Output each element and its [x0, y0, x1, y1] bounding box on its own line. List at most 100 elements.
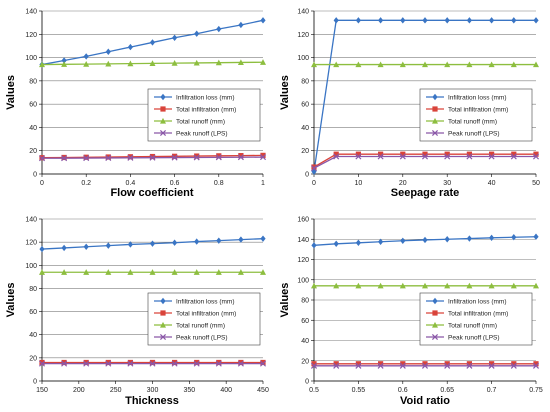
- x-tick-label: 0.6: [398, 387, 408, 394]
- data-point: [488, 282, 495, 289]
- data-point: [532, 153, 540, 160]
- legend-marker: [432, 297, 438, 305]
- data-point: [83, 243, 89, 250]
- data-point: [399, 362, 406, 369]
- legend-marker: [160, 106, 166, 112]
- legend-marker: [160, 321, 166, 328]
- data-point: [355, 17, 361, 24]
- data-point: [444, 236, 450, 243]
- data-point: [127, 359, 133, 366]
- legend-label: Total runoff (mm): [176, 118, 225, 125]
- data-point: [422, 17, 428, 24]
- data-point: [422, 61, 428, 68]
- data-point: [216, 153, 222, 159]
- data-point: [61, 155, 68, 162]
- data-point: [422, 361, 428, 367]
- data-point: [511, 361, 517, 367]
- x-axis-title: Void ratio: [400, 395, 450, 407]
- data-point: [149, 39, 156, 46]
- legend-label: Peak runoff (LPS): [448, 334, 500, 341]
- chart-panel-4: 0 20 40 60 80 100 120 140 160 0.5 0.55 0.6 0.65 0.7 0.…: [279, 217, 543, 408]
- data-point: [149, 153, 156, 160]
- data-point: [260, 152, 266, 158]
- legend-marker: [432, 117, 438, 124]
- data-point: [105, 154, 112, 161]
- data-point: [194, 30, 200, 37]
- data-point: [533, 17, 539, 24]
- data-point: [194, 359, 200, 366]
- chart-panel-1: 0 20 40 60 80 100 120 140 0 0.2 0.4 0.6 0.8 1 Flow coe…: [5, 9, 267, 199]
- data-point: [510, 153, 517, 160]
- data-point: [377, 362, 384, 369]
- legend-box: [419, 292, 533, 346]
- data-point: [355, 153, 362, 160]
- legend: Infiltration loss (mm) Total infiltration…: [147, 88, 261, 142]
- data-point: [83, 53, 89, 60]
- y-axis-title: Values: [5, 75, 17, 110]
- y-axis-title: Values: [279, 75, 291, 110]
- data-point: [105, 269, 112, 275]
- y-tick-label: 20: [29, 148, 37, 155]
- data-point: [399, 61, 406, 68]
- data-point: [260, 59, 266, 65]
- data-point: [533, 61, 539, 68]
- data-point: [127, 154, 134, 161]
- data-point: [466, 235, 472, 242]
- x-tick-label: 0: [312, 180, 316, 187]
- data-point: [533, 361, 539, 367]
- data-point: [193, 269, 200, 275]
- data-point: [510, 61, 517, 68]
- legend-box: [419, 88, 533, 142]
- y-tick-label: 80: [29, 286, 37, 293]
- data-point: [466, 17, 472, 24]
- x-tick-label: 10: [355, 180, 363, 187]
- data-point: [378, 361, 384, 367]
- legend-marker: [432, 93, 438, 101]
- data-point: [216, 237, 222, 244]
- legend: Infiltration loss (mm) Total infiltration…: [419, 88, 533, 142]
- legend-marker: [160, 117, 166, 124]
- legend-label: Total infiltration (mm): [176, 106, 236, 113]
- y-tick-label: 20: [301, 148, 309, 155]
- data-point: [238, 21, 244, 29]
- data-point: [259, 154, 267, 161]
- y-tick-label: 140: [297, 9, 309, 16]
- data-point: [215, 154, 222, 161]
- data-point: [260, 359, 266, 366]
- data-point: [444, 362, 451, 369]
- x-axis-title: Flow coefficient: [110, 187, 193, 199]
- x-tick-label: 150: [36, 387, 48, 394]
- data-point: [533, 151, 539, 157]
- legend-marker: [160, 93, 166, 101]
- data-point: [377, 61, 384, 68]
- legend-label: Peak runoff (LPS): [448, 130, 500, 137]
- data-point: [488, 61, 495, 68]
- data-point: [311, 242, 317, 249]
- data-point: [61, 61, 68, 67]
- data-point: [105, 48, 111, 55]
- data-point: [193, 360, 200, 367]
- y-tick-label: 80: [301, 298, 309, 305]
- data-point: [260, 269, 266, 275]
- data-point: [127, 241, 133, 248]
- legend-box: [147, 292, 261, 346]
- data-point: [489, 17, 495, 24]
- data-point: [172, 239, 178, 246]
- x-tick-label: 30: [443, 180, 451, 187]
- data-point: [238, 236, 244, 243]
- legend-marker: [159, 129, 167, 137]
- data-point: [193, 154, 200, 161]
- data-point: [149, 269, 156, 275]
- data-point: [466, 282, 473, 289]
- data-point: [400, 237, 406, 244]
- legend-label: Infiltration loss (mm): [448, 94, 507, 101]
- data-point: [237, 59, 244, 66]
- data-point: [237, 360, 244, 367]
- legend: Infiltration loss (mm) Total infiltration…: [419, 292, 533, 346]
- y-tick-label: 120: [297, 257, 309, 264]
- legend: Infiltration loss (mm) Total infiltration…: [147, 292, 261, 346]
- data-point: [355, 151, 361, 157]
- data-point: [333, 282, 340, 289]
- data-point: [105, 154, 111, 160]
- data-point: [83, 359, 89, 366]
